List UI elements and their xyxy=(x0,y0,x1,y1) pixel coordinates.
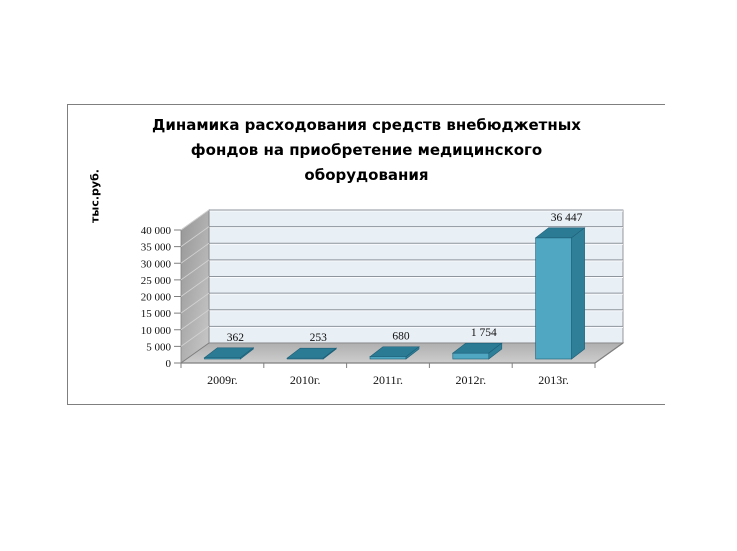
chart-title: Динамика расходования средств внебюджетн… xyxy=(108,113,625,188)
y-tick-label: 0 xyxy=(166,358,172,370)
chart-title-line-2: фондов на приобретение медицинского xyxy=(190,141,543,159)
y-tick-label: 25 000 xyxy=(141,275,172,287)
bar-front-2012г. xyxy=(452,352,490,360)
y-tick-label: 20 000 xyxy=(141,292,172,304)
side-wall-gridline xyxy=(180,209,210,231)
y-tick-label: 40 000 xyxy=(141,225,172,237)
bar-side-2011г. xyxy=(405,346,420,360)
bar-data-label: 680 xyxy=(392,331,410,343)
side-wall-gridline xyxy=(180,309,210,331)
bar-side-2009г. xyxy=(240,347,254,360)
x-category-label: 2010г. xyxy=(290,373,321,387)
bar-front-2011г. xyxy=(369,356,407,360)
side-wall-gridline xyxy=(180,292,210,314)
chart-title-line-3: оборудования xyxy=(304,166,429,184)
side-wall-gridline xyxy=(180,326,210,347)
y-tick-label: 15 000 xyxy=(141,308,172,320)
bar-side-2012г. xyxy=(488,342,503,360)
bar-data-label: 362 xyxy=(227,332,245,344)
x-category-label: 2012г. xyxy=(456,373,487,387)
bar-data-label: 253 xyxy=(310,332,328,344)
bar-data-label: 36 447 xyxy=(551,212,583,224)
y-tick-label: 5 000 xyxy=(146,341,171,353)
chart-frame: Динамика расходования средств внебюджетн… xyxy=(67,104,665,405)
bar-side-2010г. xyxy=(322,347,337,360)
x-axis-line-3d xyxy=(594,342,624,364)
x-category-label: 2009г. xyxy=(207,373,238,387)
side-wall-gridline xyxy=(180,259,210,281)
plot-area-3d: 0 5 000 10 000 15 000 20 000 25 000 30 000 35 0… xyxy=(141,209,625,387)
side-wall-gridline xyxy=(180,242,210,264)
y-tick-label: 35 000 xyxy=(141,242,172,254)
x-category-label: 2011г. xyxy=(373,373,403,387)
y-tick-label: 30 000 xyxy=(141,258,172,270)
x-category-label: 2013г. xyxy=(538,373,569,387)
y-tick-label: 10 000 xyxy=(141,325,172,337)
chart-title-line-1: Динамика расходования средств внебюджетн… xyxy=(152,116,581,134)
bar-side-2013г. xyxy=(571,227,585,360)
bar-data-label: 1 754 xyxy=(471,327,497,339)
bar-front-2013г. xyxy=(535,237,572,360)
side-wall-gridline xyxy=(180,226,210,247)
side-wall-gridline xyxy=(180,276,210,297)
